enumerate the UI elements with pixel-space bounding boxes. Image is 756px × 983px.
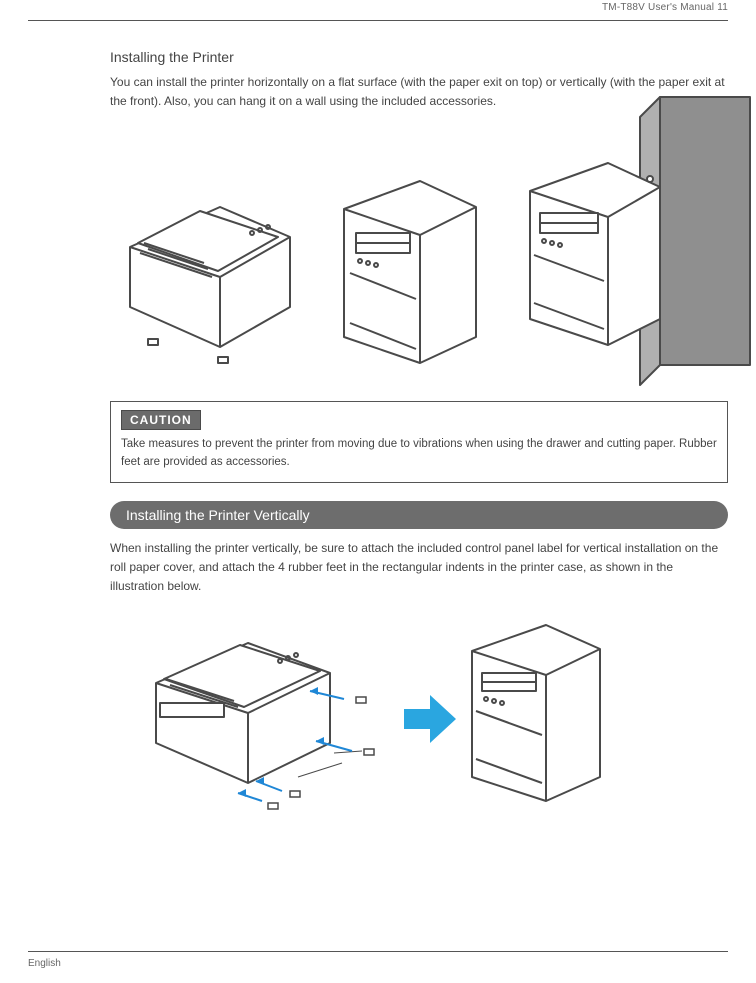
- footer-rule: [28, 951, 728, 952]
- rubber-foot-icon: [290, 791, 300, 797]
- illustration-row-2: [110, 603, 728, 843]
- body-text: When installing the printer vertically, …: [110, 539, 728, 597]
- printer-vertical-result-icon: [450, 601, 620, 821]
- footer-row: English: [28, 958, 728, 969]
- rubber-foot-icon: [356, 697, 366, 703]
- header-right: TM-T88V User's Manual 11: [602, 0, 728, 13]
- page: TM-T88V User's Manual 11 Installing the …: [0, 0, 756, 983]
- rubber-foot-icon: [364, 749, 374, 755]
- footer: English: [28, 951, 728, 969]
- section-title: Installing the Printer: [110, 49, 728, 65]
- caution-text: Take measures to prevent the printer fro…: [121, 436, 717, 472]
- printer-vertical-icon: [320, 153, 500, 383]
- subsection-heading: Installing the Printer Vertically: [110, 501, 728, 529]
- printer-wall-mount-icon: [500, 87, 756, 387]
- illustration-row-1: [110, 117, 728, 397]
- printer-attach-feet-icon: [130, 603, 410, 843]
- caution-label: CAUTION: [121, 410, 201, 430]
- printer-horizontal-icon: [100, 157, 320, 377]
- top-rule: [28, 20, 728, 21]
- rubber-foot-icon: [268, 803, 278, 809]
- footer-left: English: [28, 958, 61, 969]
- caution-box: CAUTION Take measures to prevent the pri…: [110, 401, 728, 483]
